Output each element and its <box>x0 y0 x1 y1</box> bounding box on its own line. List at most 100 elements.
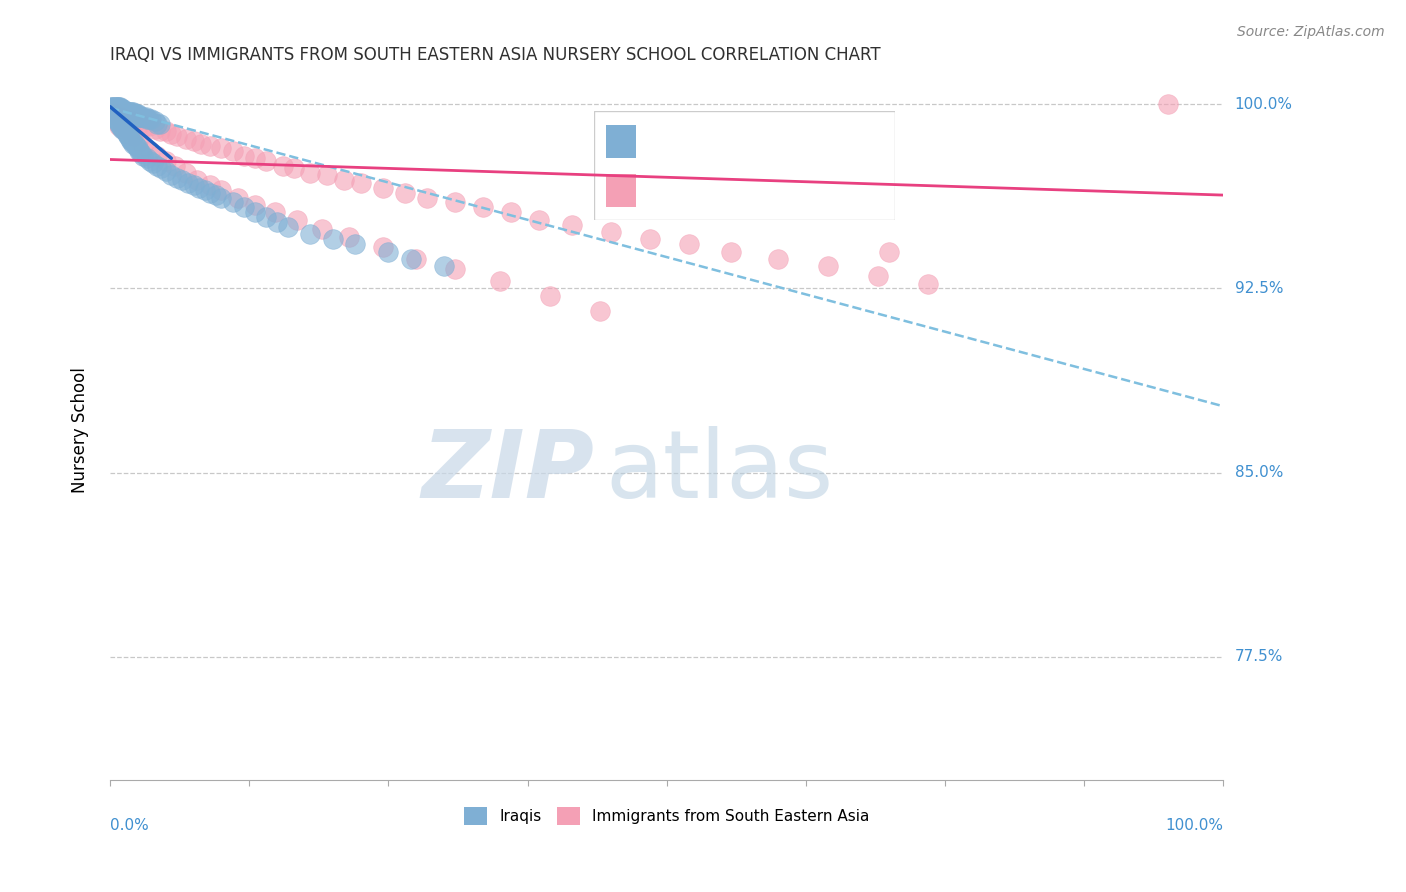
Point <box>638 232 661 246</box>
Point <box>499 205 522 219</box>
Point <box>316 169 339 183</box>
Point <box>143 114 166 128</box>
Point <box>118 129 141 144</box>
Point <box>112 121 135 136</box>
Point <box>134 120 156 134</box>
Point <box>132 139 155 153</box>
Point <box>221 195 243 210</box>
Point <box>190 136 212 151</box>
Point <box>120 107 142 121</box>
Point <box>444 195 467 210</box>
Point <box>127 134 149 148</box>
Point <box>103 110 125 124</box>
Point <box>111 121 134 136</box>
Point <box>333 173 356 187</box>
Point <box>108 102 131 116</box>
Point <box>141 112 163 126</box>
Point <box>283 161 305 175</box>
Legend: Iraqis, Immigrants from South Eastern Asia: Iraqis, Immigrants from South Eastern As… <box>458 801 876 831</box>
Point <box>107 100 129 114</box>
Point <box>188 180 211 194</box>
Point <box>114 104 136 119</box>
Point <box>110 120 132 134</box>
Point <box>243 151 266 165</box>
Point <box>107 102 129 116</box>
Point <box>108 100 131 114</box>
Point <box>104 104 127 119</box>
Point <box>103 107 125 121</box>
Point <box>209 183 232 197</box>
Point <box>160 169 183 183</box>
Point <box>166 129 188 144</box>
Point <box>127 141 149 155</box>
Point <box>108 104 131 119</box>
Point <box>128 144 150 158</box>
Point <box>766 252 789 266</box>
Point <box>108 120 131 134</box>
Point <box>399 252 422 266</box>
Point <box>254 210 277 224</box>
Point <box>444 261 467 276</box>
Point <box>105 107 128 121</box>
Text: ZIP: ZIP <box>422 425 595 517</box>
Point <box>150 161 173 175</box>
Point <box>160 127 183 141</box>
Point <box>174 166 197 180</box>
Point <box>103 100 125 114</box>
Point <box>108 104 131 119</box>
Text: atlas: atlas <box>606 425 834 517</box>
Point <box>111 104 134 119</box>
Point <box>377 244 399 259</box>
Point <box>111 102 134 116</box>
Point <box>100 104 122 119</box>
Point <box>146 159 169 173</box>
Point <box>177 176 200 190</box>
Point <box>166 170 188 185</box>
Point <box>589 303 612 318</box>
Point <box>917 277 939 291</box>
Point <box>104 112 127 126</box>
Text: 100.0%: 100.0% <box>1234 96 1292 112</box>
Point <box>120 131 142 145</box>
Point <box>103 102 125 116</box>
Point <box>129 146 152 161</box>
Point <box>129 110 152 124</box>
Point <box>266 215 288 229</box>
Point <box>100 100 122 114</box>
Point <box>209 190 232 204</box>
Point <box>125 107 148 121</box>
Point <box>117 127 139 141</box>
Point <box>103 107 125 121</box>
Point <box>135 110 157 124</box>
Text: 92.5%: 92.5% <box>1234 281 1284 296</box>
Point <box>103 104 125 119</box>
Point <box>226 190 249 204</box>
Point <box>299 227 322 242</box>
Point <box>121 114 143 128</box>
Point <box>117 104 139 119</box>
Point <box>678 237 700 252</box>
Point <box>146 117 169 131</box>
Point <box>138 112 160 126</box>
Point <box>186 173 208 187</box>
Point <box>115 127 138 141</box>
Point <box>125 107 148 121</box>
Point <box>127 107 149 121</box>
Point <box>472 200 495 214</box>
Point <box>112 121 135 136</box>
Point <box>135 112 157 126</box>
Point <box>200 139 222 153</box>
Point <box>114 112 136 126</box>
Text: Source: ZipAtlas.com: Source: ZipAtlas.com <box>1237 25 1385 39</box>
Point <box>125 139 148 153</box>
Text: 0.0%: 0.0% <box>110 818 149 833</box>
Point <box>121 104 143 119</box>
Point <box>155 153 177 168</box>
Point <box>139 153 162 168</box>
Point <box>817 260 839 274</box>
Point <box>115 104 138 119</box>
Point <box>132 110 155 124</box>
Point <box>104 100 127 114</box>
Point <box>538 289 561 303</box>
Point <box>108 117 131 131</box>
